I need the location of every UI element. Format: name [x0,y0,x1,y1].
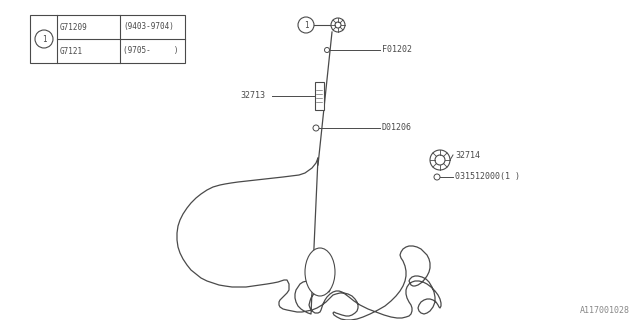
Text: G71209: G71209 [60,22,88,31]
Text: F01202: F01202 [382,45,412,54]
Text: (9403-9704): (9403-9704) [123,22,174,31]
Circle shape [434,174,440,180]
Text: 031512000(1 ): 031512000(1 ) [455,172,520,181]
Circle shape [435,155,445,165]
Text: D01206: D01206 [382,124,412,132]
Text: 1: 1 [304,20,308,29]
Circle shape [298,17,314,33]
Circle shape [335,22,341,28]
Bar [315,82,324,110]
Text: A117001028: A117001028 [580,306,630,315]
Bar [30,15,185,63]
Text: 32714: 32714 [455,150,480,159]
Circle shape [35,30,53,48]
Circle shape [313,125,319,131]
Ellipse shape [305,248,335,296]
Circle shape [324,47,330,52]
Circle shape [430,150,450,170]
Text: G7121: G7121 [60,46,83,55]
Circle shape [331,18,345,32]
Text: (9705-     ): (9705- ) [123,46,179,55]
Text: 1: 1 [42,35,46,44]
Text: 32713: 32713 [240,92,265,100]
